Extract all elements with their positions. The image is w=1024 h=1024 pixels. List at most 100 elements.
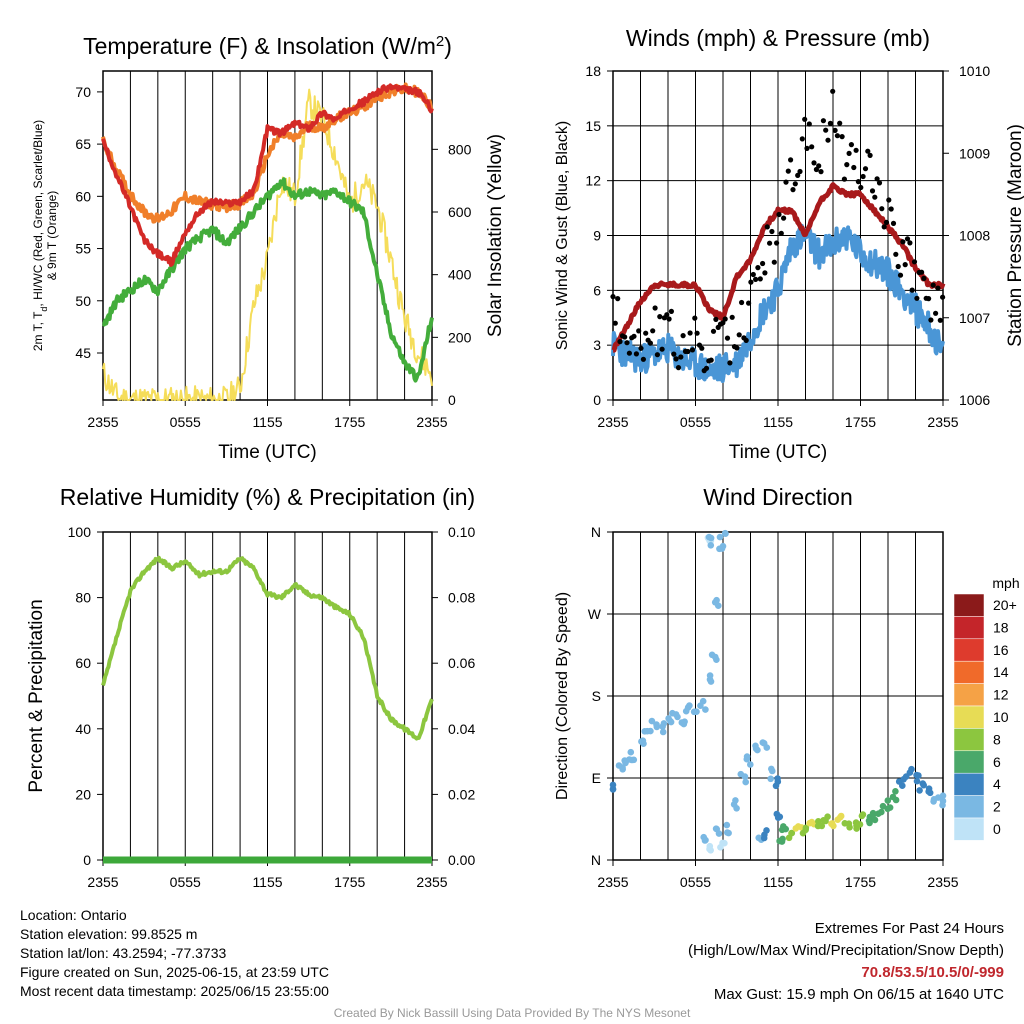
direction-point <box>621 757 628 764</box>
gust-point <box>657 314 663 320</box>
gust-point <box>650 328 656 334</box>
gust-point <box>708 357 714 363</box>
gust-point <box>900 239 906 245</box>
gust-point <box>727 360 733 366</box>
direction-point <box>908 765 915 773</box>
legend-label: 2 <box>993 799 1001 815</box>
direction-point <box>697 702 704 709</box>
temp-y-tick-label: 70 <box>75 84 91 100</box>
gust-point <box>666 316 672 322</box>
x-tick-label: 1155 <box>252 874 282 890</box>
gust-point <box>825 137 831 143</box>
wind-y-tick-label: 6 <box>593 282 601 298</box>
gust-point <box>930 282 936 288</box>
gust-point <box>830 88 836 94</box>
gust-point <box>652 305 658 311</box>
direction-point <box>799 829 807 837</box>
extremes-info: Extremes For Past 24 Hours (High/Low/Max… <box>688 918 1004 1006</box>
direction-point <box>742 778 749 786</box>
ylabel-rest: , HI/WC (Red, Green, Scarlet/Blue) <box>31 120 45 307</box>
gust-point <box>774 240 780 246</box>
legend-label: 18 <box>993 619 1009 635</box>
gust-point <box>921 275 927 281</box>
gust-point <box>895 263 901 270</box>
direction-point <box>619 766 626 773</box>
x-tick-label: 2355 <box>927 874 958 890</box>
direction-y-axis-label: Direction (Colored By Speed) <box>554 592 571 800</box>
gust-point <box>893 251 899 257</box>
precip-y-tick-label: 0.00 <box>448 852 475 868</box>
direction-point <box>802 824 810 832</box>
gust-point <box>769 228 775 235</box>
precip-y-tick-label: 0.06 <box>448 655 475 671</box>
pressure-line <box>611 182 946 353</box>
gust-point <box>771 259 777 265</box>
direction-point <box>858 812 866 820</box>
gust-point <box>647 340 654 346</box>
legend-label: 14 <box>993 664 1009 680</box>
max-gust-text: Max Gust: 15.9 mph On 06/15 at 1640 UTC <box>713 986 1004 1003</box>
station-info: Location: Ontario Station elevation: 99.… <box>20 906 329 1001</box>
direction-point <box>647 727 654 735</box>
recent-text: Most recent data timestamp: 2025/06/15 2… <box>20 983 329 999</box>
wind-y-tick-label: 0 <box>593 392 601 408</box>
legend-swatch <box>953 616 985 640</box>
legend-swatch <box>953 683 985 707</box>
direction-point <box>846 824 853 831</box>
x-tick-label: 1155 <box>763 414 793 430</box>
direction-point <box>925 788 932 795</box>
gust-point <box>883 219 890 225</box>
gust-point <box>860 173 866 180</box>
direction-point <box>841 820 849 827</box>
humidity-y-tick-label: 80 <box>75 590 91 606</box>
gust-point <box>820 118 827 124</box>
pressure-y-tick-label: 1009 <box>959 145 990 161</box>
direction-y-tick-label: E <box>592 770 601 786</box>
temp-y-tick-label: 60 <box>75 188 91 204</box>
direction-point <box>763 744 771 751</box>
direction-point <box>715 830 723 837</box>
precip-y-tick-label: 0.10 <box>448 524 475 540</box>
x-tick-label: 0555 <box>170 414 201 430</box>
humidity-y-tick-label: 40 <box>75 721 91 737</box>
gust-point <box>659 346 665 352</box>
gust-point <box>783 179 789 185</box>
x-tick-label: 1755 <box>334 414 365 430</box>
extremes-subtitle: (High/Low/Max Wind/Precipitation/Snow De… <box>688 942 1004 959</box>
gust-point <box>881 224 887 230</box>
x-tick-label: 2355 <box>87 874 118 890</box>
gust-point <box>809 144 815 150</box>
temp-y-tick-label: 65 <box>75 136 91 152</box>
direction-point <box>659 728 667 736</box>
legend-label: 8 <box>993 731 1001 747</box>
location-text: Location: Ontario <box>20 907 127 923</box>
wind-line <box>611 223 945 383</box>
gust-point <box>839 134 845 140</box>
direction-y-tick-label: N <box>591 524 601 540</box>
direction-point <box>782 825 789 833</box>
direction-point <box>822 817 829 825</box>
direction-point <box>723 821 731 829</box>
gust-point <box>746 300 752 306</box>
wind-y-tick-label: 15 <box>585 118 601 134</box>
extremes-title: Extremes For Past 24 Hours <box>814 920 1004 937</box>
x-tick-label: 2355 <box>597 414 628 430</box>
gust-point <box>778 230 784 236</box>
gust-point <box>879 206 885 212</box>
direction-point <box>678 719 686 726</box>
ylabel-subscript: d <box>39 307 49 312</box>
direction-point <box>700 833 707 841</box>
gust-point <box>617 339 623 345</box>
direction-point <box>939 792 947 799</box>
direction-point <box>939 801 946 809</box>
gust-point <box>743 337 749 343</box>
x-tick-label: 2355 <box>416 414 447 430</box>
gust-point <box>668 308 675 314</box>
credit-text: Created By Nick Bassill Using Data Provi… <box>333 1006 691 1020</box>
direction-point <box>672 711 680 718</box>
gust-point <box>869 188 876 194</box>
gust-point <box>643 330 649 336</box>
direction-point <box>724 829 731 836</box>
gust-point <box>713 316 719 322</box>
direction-point <box>713 596 720 604</box>
